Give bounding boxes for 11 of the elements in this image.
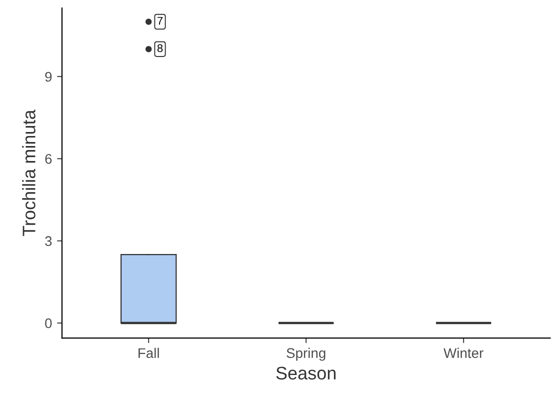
y-tick-label: 3 <box>45 236 52 246</box>
annotation: 8 <box>157 44 163 52</box>
y-tick-label: 0 <box>45 318 52 328</box>
x-tick-label: Spring <box>286 348 326 361</box>
y-tick-label: 9 <box>45 72 52 82</box>
x-tick-label: Fall <box>138 348 159 358</box>
y-tick-label: 6 <box>45 154 52 164</box>
annotation: 7 <box>158 16 163 25</box>
y-axis-title: Trochilia minuta <box>22 110 36 236</box>
x-axis-title: Season <box>276 366 336 380</box>
x-tick-label: Winter <box>444 348 484 358</box>
